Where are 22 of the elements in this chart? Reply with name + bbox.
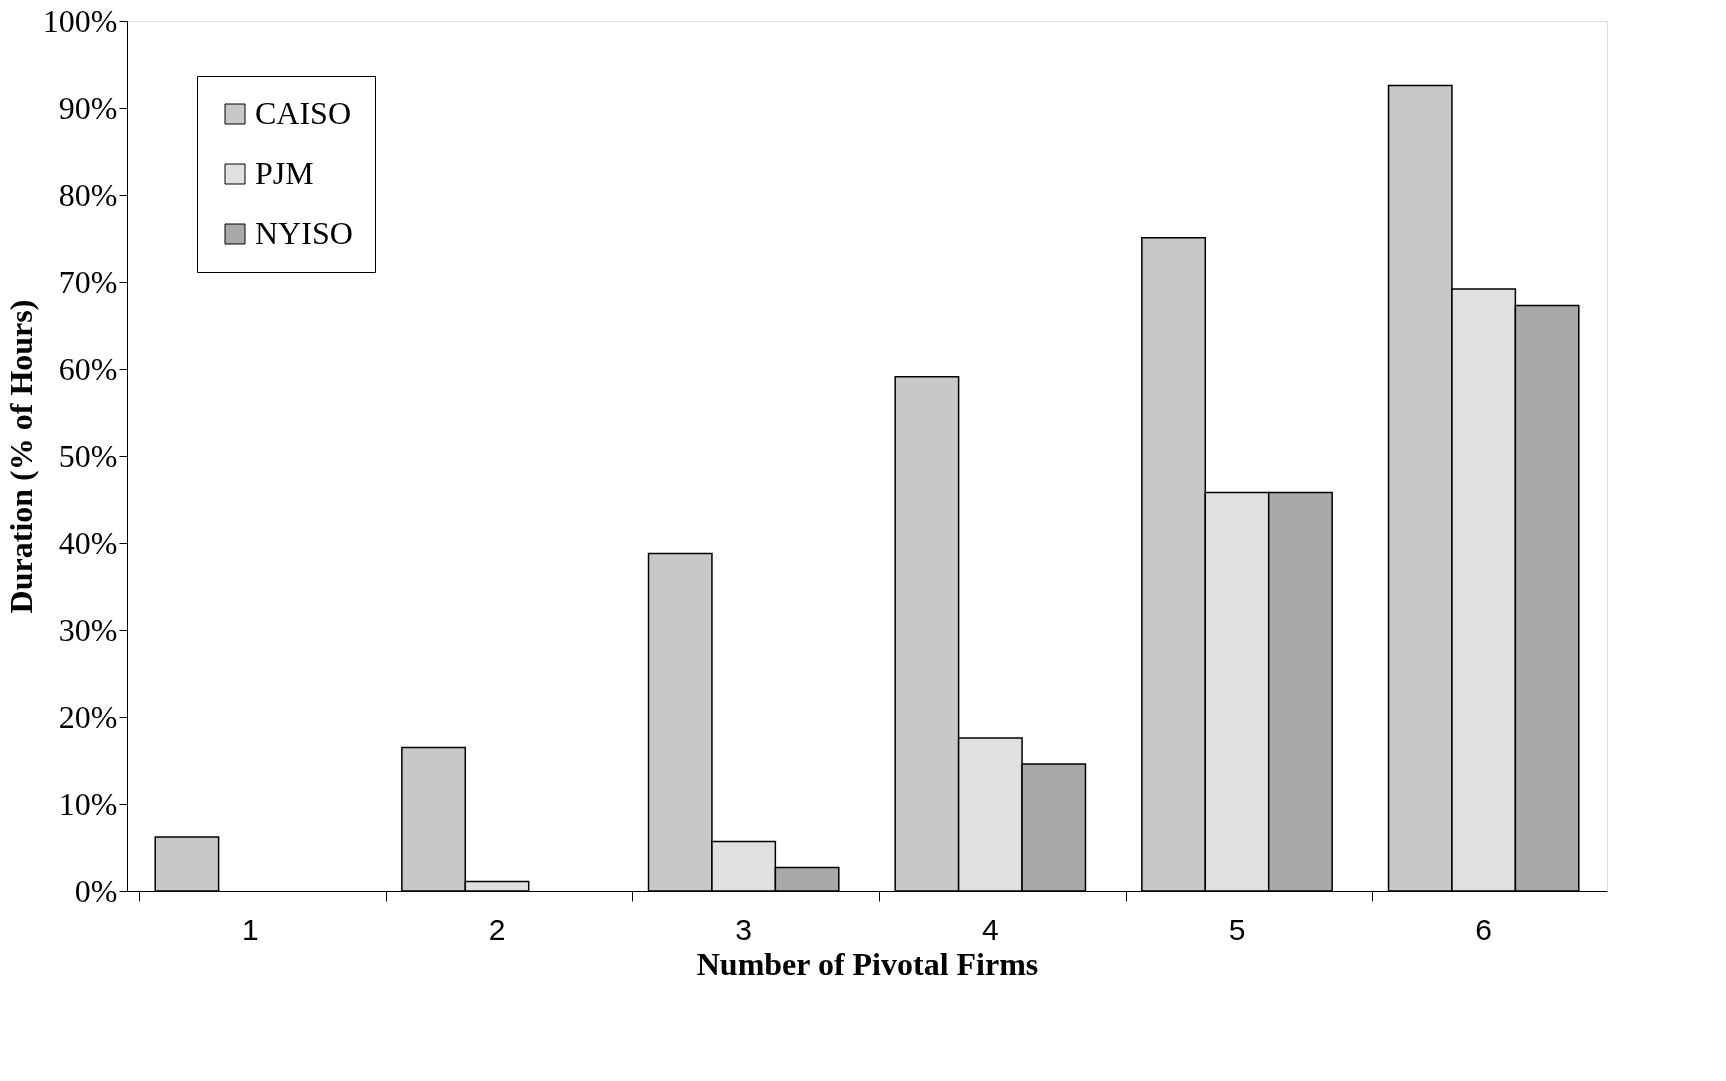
y-tick-label: 30% <box>58 611 118 648</box>
x-tick-label: 2 <box>488 912 506 946</box>
y-tick-label: 80% <box>58 176 118 213</box>
x-tick-label: 4 <box>981 912 999 946</box>
y-tick-label: 90% <box>58 89 118 126</box>
legend-label: PJM <box>255 155 314 191</box>
y-tick-label: 50% <box>58 437 118 474</box>
y-tick-label: 0% <box>74 872 118 909</box>
y-tick-label: 20% <box>58 698 118 735</box>
x-tick-label: 1 <box>241 912 259 946</box>
y-tick-label: 40% <box>58 524 118 561</box>
y-axis-title: Duration (% of Hours) <box>2 299 39 614</box>
y-tick-label: 70% <box>58 263 118 300</box>
y-tick-label: 100% <box>42 2 118 39</box>
x-tick-label: 6 <box>1475 912 1493 946</box>
y-tick-label: 10% <box>58 785 118 822</box>
x-tick-label: 5 <box>1228 912 1246 946</box>
legend-label: NYISO <box>255 215 353 251</box>
x-tick-label: 3 <box>735 912 753 946</box>
legend-label: CAISO <box>255 95 352 131</box>
y-tick-label: 60% <box>58 350 118 387</box>
x-axis-title: Number of Pivotal Firms <box>696 945 1039 982</box>
